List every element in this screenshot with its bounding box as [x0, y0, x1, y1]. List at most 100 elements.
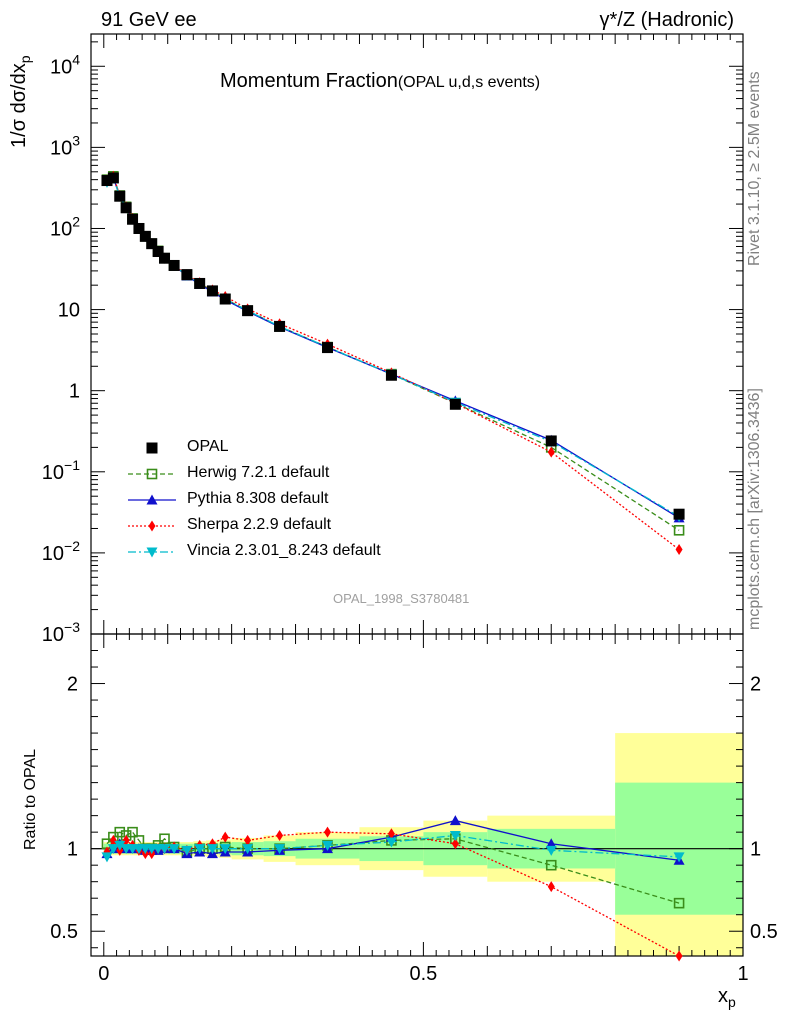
ratio-series-point	[322, 840, 334, 851]
ratio-series-point	[385, 837, 397, 848]
legend-label-sherpa: Sherpa 2.2.9 default	[187, 516, 332, 533]
ratio-series-line	[106, 831, 680, 956]
ratio-series-point	[451, 838, 459, 850]
ratio-series-point	[114, 826, 126, 838]
ratio-series-point	[107, 844, 119, 855]
ratio-series-point	[242, 844, 254, 855]
legend-label-vincia: Vincia 2.3.01_8.243 default	[187, 542, 381, 559]
ratio-plot-frame	[90, 633, 744, 957]
ratio-series-point	[276, 829, 284, 841]
header-right: γ*/Z (Hadronic)	[599, 9, 734, 31]
x-tick-label: 0.5	[409, 963, 437, 985]
main-y-tick-label: 1	[69, 381, 80, 403]
main-series-point	[242, 305, 254, 317]
main-series-point	[545, 435, 557, 447]
ratio-series-point	[387, 828, 395, 840]
ratio-y-tick-label-right: 1	[750, 839, 761, 861]
main-series-point	[168, 259, 180, 271]
ratio-series-point	[545, 838, 557, 849]
plot-title-main: Momentum Fraction	[220, 70, 398, 92]
legend-label-pythia: Pythia 8.308 default	[187, 490, 329, 507]
main-series-point	[449, 398, 461, 410]
main-series-point	[159, 252, 171, 264]
main-series-point	[206, 285, 218, 297]
ratio-series-point	[324, 826, 332, 838]
ratio-series-point	[545, 859, 557, 871]
ratio-series-point	[449, 815, 461, 826]
rivet-label: Rivet 3.1.10, ≥ 2.5M events	[746, 71, 763, 266]
x-tick-label: 1	[737, 963, 748, 985]
main-series-point	[133, 222, 145, 234]
main-series-point	[547, 446, 555, 458]
ratio-series-point	[114, 840, 126, 851]
main-y-tick-label: 10−3	[42, 619, 80, 646]
header-left: 91 GeV ee	[101, 9, 197, 31]
plot-title-sub: (OPAL u,d,s events)	[397, 74, 541, 91]
ratio-series-point	[194, 844, 206, 855]
main-series-point	[120, 202, 132, 214]
ratio-series-point	[109, 834, 117, 846]
ratio-series-point	[449, 830, 461, 841]
x-tick-label: 0	[98, 963, 109, 985]
ratio-y-tick-label-right: 2	[750, 674, 761, 696]
ratio-series-point	[206, 844, 218, 855]
y-axis-label-main: 1/σ dσ/dxp	[8, 55, 33, 148]
main-series-point	[101, 175, 113, 187]
ratio-series-point	[159, 844, 171, 855]
ratio-series-point	[101, 852, 113, 863]
ratio-series-point	[675, 950, 683, 962]
ratio-series-point	[545, 845, 557, 856]
main-series-point	[127, 213, 139, 225]
analysis-watermark: OPAL_1998_S3780481	[333, 591, 470, 606]
ratio-y-tick-label-left: 1	[67, 839, 78, 861]
main-y-tick-label: 103	[50, 132, 80, 159]
legend-symbol	[148, 520, 156, 532]
legend-symbol	[146, 547, 158, 558]
ratio-series-line	[106, 834, 680, 858]
main-series-point	[194, 277, 206, 289]
ratio-series-point	[168, 844, 180, 855]
y-axis-label-ratio: Ratio to OPAL	[22, 748, 39, 850]
main-series-point	[322, 342, 334, 354]
plot-title: Momentum Fraction(OPAL u,d,s events)	[220, 70, 540, 93]
main-series-point	[673, 524, 685, 536]
ratio-series-point	[219, 844, 231, 855]
main-y-tick-label: 10−1	[42, 457, 80, 484]
main-y-tick-label: 10	[58, 300, 80, 322]
ratio-series-point	[547, 881, 555, 893]
main-series-point	[274, 320, 286, 332]
main-y-tick-label: 102	[50, 213, 80, 240]
main-series-point	[181, 269, 193, 281]
main-series-point	[673, 508, 685, 520]
main-series-point	[146, 238, 158, 250]
main-series-line	[106, 177, 680, 518]
ratio-y-tick-label-left: 0.5	[50, 921, 78, 943]
mcplots-label: mcplots.cern.ch [arXiv:1306.3436]	[746, 388, 763, 630]
ratio-series-point	[127, 826, 138, 838]
ratio-y-tick-label-left: 2	[67, 674, 78, 696]
main-series-point	[385, 369, 397, 381]
ratio-series-point	[221, 831, 229, 843]
ratio-y-tick-label-right: 0.5	[750, 921, 778, 943]
ratio-series-point	[244, 834, 252, 846]
legend-symbol	[146, 494, 158, 505]
main-y-tick-label: 10−2	[42, 538, 80, 565]
main-series-point	[139, 230, 151, 242]
ratio-series-point	[274, 844, 286, 855]
ratio-series-point	[122, 834, 130, 846]
legend-symbol	[146, 468, 158, 480]
main-series-point	[152, 246, 164, 258]
legend-label-herwig: Herwig 7.2.1 default	[187, 464, 330, 481]
main-series-point	[107, 172, 119, 184]
main-series-point	[219, 293, 231, 305]
ratio-series-point	[673, 897, 685, 909]
legend-label-opal: OPAL	[187, 438, 229, 455]
x-axis-label: xp	[718, 985, 736, 1010]
main-series-point	[675, 544, 683, 556]
main-series-point	[114, 190, 126, 202]
ratio-series-point	[181, 845, 193, 856]
main-y-tick-label: 104	[50, 51, 80, 78]
ratio-series-point	[673, 852, 685, 863]
legend-symbol-opal	[146, 442, 158, 454]
